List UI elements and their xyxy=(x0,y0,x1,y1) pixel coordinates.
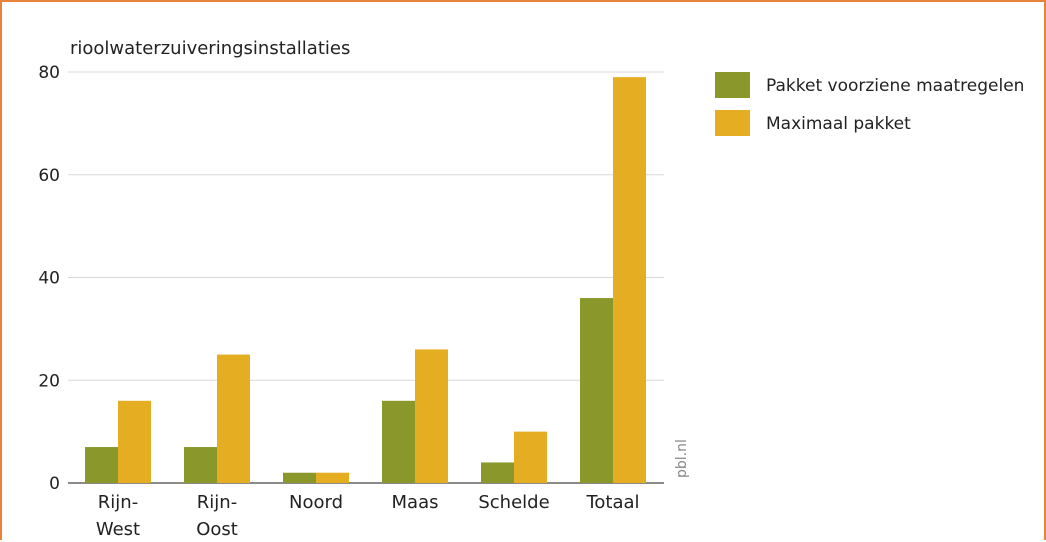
y-axis-ticks: 0 20 40 60 80 xyxy=(38,63,60,494)
bar-voorziene xyxy=(184,447,217,483)
bar-maximaal xyxy=(316,472,349,483)
bar-maximaal xyxy=(613,77,646,483)
y-tick-label: 40 xyxy=(38,269,60,289)
legend-swatch xyxy=(715,110,750,136)
bar-voorziene xyxy=(580,298,613,483)
bar-maximaal xyxy=(514,431,547,483)
x-tick-label: Rijn- xyxy=(197,492,237,513)
x-tick-label: Schelde xyxy=(478,492,549,513)
bars xyxy=(85,77,646,483)
gridlines xyxy=(68,71,664,484)
y-tick-label: 80 xyxy=(38,63,60,83)
bar-voorziene xyxy=(283,472,316,483)
legend-swatch xyxy=(715,72,750,98)
bar-voorziene xyxy=(85,447,118,483)
x-axis-labels: Rijn- West Rijn- Oost Noord Maas Schelde Totaal xyxy=(96,492,640,540)
legend-label: Pakket voorziene maatregelen xyxy=(766,76,1024,96)
y-tick-label: 0 xyxy=(49,474,60,494)
y-tick-label: 20 xyxy=(38,371,60,391)
legend: Pakket voorziene maatregelen Maximaal pak… xyxy=(715,72,1024,136)
x-tick-label: Oost xyxy=(196,519,238,540)
x-tick-label: Maas xyxy=(392,492,439,513)
bar-voorziene xyxy=(382,400,415,483)
y-tick-label: 60 xyxy=(38,166,60,186)
bar-maximaal xyxy=(118,400,151,483)
x-tick-label: Noord xyxy=(289,492,343,513)
bar-maximaal xyxy=(415,349,448,483)
y-axis-title: rioolwaterzuiveringsinstallaties xyxy=(70,38,350,59)
x-tick-label: Totaal xyxy=(585,492,639,513)
source-credit: pbl.nl xyxy=(674,439,690,478)
x-tick-label: West xyxy=(96,519,140,540)
legend-label: Maximaal pakket xyxy=(766,114,911,134)
x-tick-label: Rijn- xyxy=(98,492,138,513)
bar-maximaal xyxy=(217,354,250,483)
bar-voorziene xyxy=(481,462,514,483)
